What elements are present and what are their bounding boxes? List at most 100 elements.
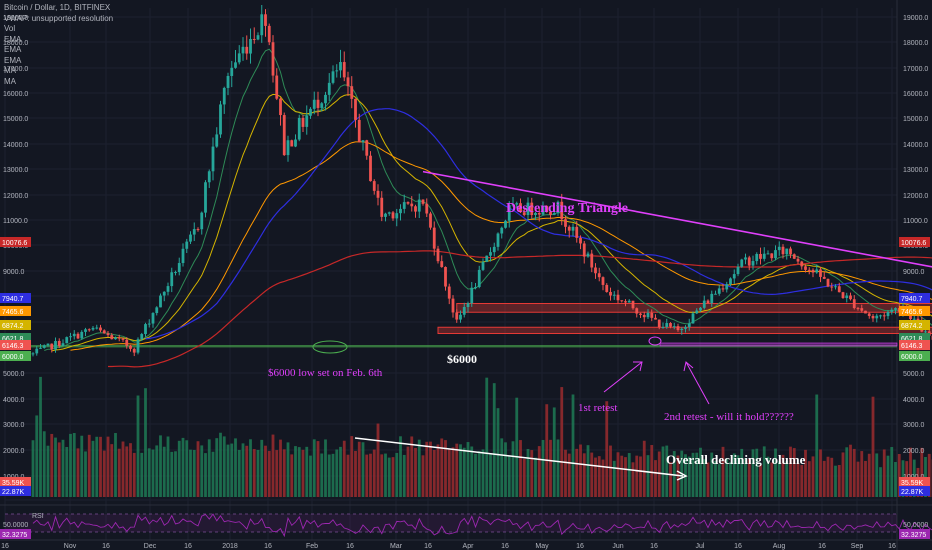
candle-body xyxy=(800,261,804,267)
candle-body xyxy=(856,308,860,310)
volume-bar xyxy=(522,458,526,497)
indicator-vwap[interactable]: VWAP: unsupported resolution xyxy=(4,13,114,23)
candle-body xyxy=(87,329,91,331)
candle-body xyxy=(552,213,556,215)
candle-body xyxy=(567,226,571,231)
candle-body xyxy=(380,197,384,217)
volume-bar xyxy=(571,394,575,497)
candle-body xyxy=(789,248,792,255)
volume-bar xyxy=(695,452,699,497)
volume-bar xyxy=(631,462,635,497)
candle-body xyxy=(852,299,856,309)
candle-body xyxy=(766,253,770,255)
retest1-arrowhead xyxy=(633,361,643,372)
volume-bar xyxy=(489,454,492,497)
volume-bar xyxy=(327,454,331,497)
volume-bar xyxy=(687,456,691,497)
current-zone xyxy=(659,342,898,347)
volume-bar xyxy=(95,436,99,497)
volume-bar xyxy=(69,433,72,497)
candle-body xyxy=(290,140,294,147)
volume-bar xyxy=(331,453,335,497)
candle-body xyxy=(369,155,372,182)
candle-body xyxy=(627,300,631,303)
volume-bar xyxy=(301,449,305,497)
left-price-badge-bg xyxy=(0,333,31,343)
candle-body xyxy=(140,334,144,340)
volume-bar xyxy=(436,444,440,497)
candle-body xyxy=(537,212,541,215)
indicator-ma-1[interactable]: MA xyxy=(4,66,16,75)
candle-body xyxy=(747,257,751,266)
volume-bar xyxy=(567,453,571,497)
time-tick: 16 xyxy=(1,543,9,550)
candle-body xyxy=(912,318,916,320)
candle-body xyxy=(170,272,174,287)
volume-bar xyxy=(380,454,384,497)
volume-bar xyxy=(470,446,474,497)
left-price-badge-bg xyxy=(0,306,31,316)
volume-bar xyxy=(601,459,605,497)
volume-bar xyxy=(162,446,166,497)
candle-body xyxy=(924,331,927,333)
indicator-vol[interactable]: Vol xyxy=(4,24,16,33)
candle-body xyxy=(50,343,54,350)
right-price-badge-bg xyxy=(899,351,930,361)
left-price-tick: 2000.0 xyxy=(3,448,25,455)
symbol-title[interactable]: Bitcoin / Dollar, 1D, BITFINEX xyxy=(4,3,111,12)
indicator-ema-1[interactable]: EMA xyxy=(4,34,22,44)
volume-bar xyxy=(226,444,230,497)
candle-body xyxy=(631,300,635,309)
candle-body xyxy=(612,294,616,296)
volume-bar xyxy=(500,438,504,497)
left-price-tick: 3000.0 xyxy=(3,422,25,429)
volume-note: Overall declining volume xyxy=(666,452,806,467)
candle-body xyxy=(69,336,72,338)
left-price-badge: 6000.0 xyxy=(2,354,24,361)
indicator-ema-2[interactable]: EMA xyxy=(4,45,22,54)
candle-body xyxy=(676,326,680,330)
volume-bar xyxy=(826,456,830,497)
candle-body xyxy=(211,146,215,172)
volume-bars xyxy=(31,376,932,497)
candle-body xyxy=(455,312,459,320)
volume-bar xyxy=(710,452,714,497)
indicator-ema-3[interactable]: EMA xyxy=(4,55,22,65)
candle-body xyxy=(841,292,845,299)
candle-body xyxy=(526,202,530,216)
candle-body xyxy=(301,117,305,127)
candle-body xyxy=(702,300,706,308)
right-price-badge: 7940.7 xyxy=(901,296,923,303)
candle-body xyxy=(507,205,511,221)
rsi-line xyxy=(32,513,932,538)
candle-body xyxy=(466,303,470,307)
volume-bar xyxy=(372,449,376,497)
candle-body xyxy=(234,62,237,68)
volume-bar xyxy=(432,449,436,497)
candle-body xyxy=(252,38,256,40)
volume-bar xyxy=(144,388,147,497)
right-price-tick: 14000.0 xyxy=(903,142,928,149)
candle-body xyxy=(605,284,609,292)
candle-body xyxy=(241,46,245,54)
candle-body xyxy=(785,248,789,255)
candle-body xyxy=(732,274,736,279)
indicator-ma-2[interactable]: MA xyxy=(4,76,16,86)
volume-bar xyxy=(620,455,624,497)
candle-body xyxy=(117,337,121,339)
candle-body xyxy=(586,253,590,257)
candle-body xyxy=(759,253,762,259)
volume-bar xyxy=(54,437,57,497)
candle-body xyxy=(271,42,275,76)
ma-200 xyxy=(108,250,932,368)
volume-bar xyxy=(845,447,849,497)
candle-body xyxy=(110,335,114,340)
candle-body xyxy=(429,213,432,228)
candle-body xyxy=(444,267,447,287)
volume-bar xyxy=(159,435,162,497)
volume-bar xyxy=(181,437,185,497)
volume-bar xyxy=(339,446,342,497)
ema-short xyxy=(44,48,932,351)
candle-body xyxy=(597,273,601,278)
